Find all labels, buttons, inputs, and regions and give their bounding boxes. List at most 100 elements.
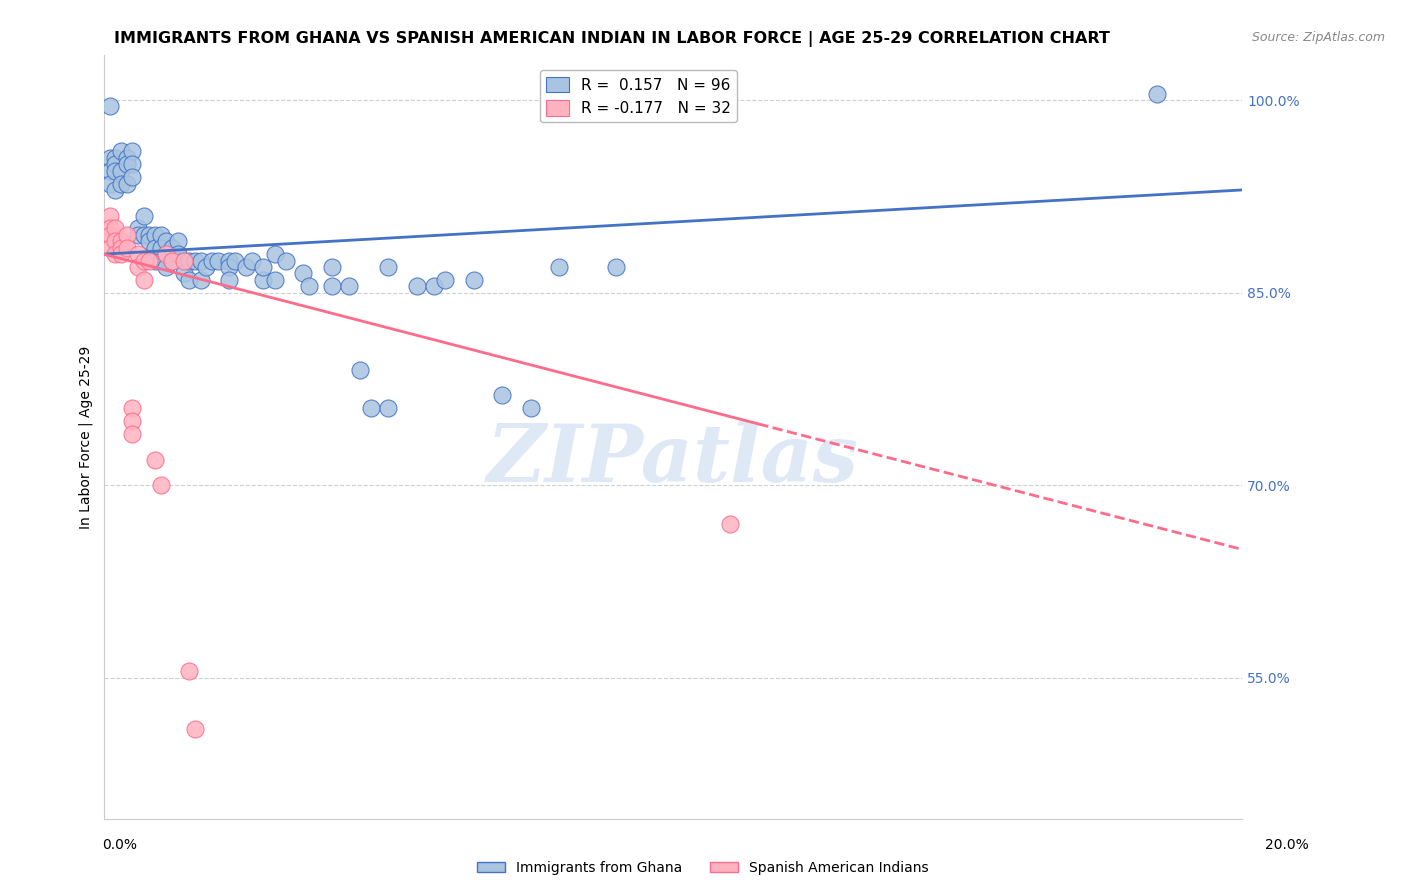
Point bbox=[160, 253, 183, 268]
Point bbox=[434, 273, 457, 287]
Legend: Immigrants from Ghana, Spanish American Indians: Immigrants from Ghana, Spanish American … bbox=[472, 855, 934, 880]
Point bbox=[115, 227, 138, 242]
Point bbox=[143, 241, 166, 255]
Point bbox=[132, 227, 155, 242]
Point bbox=[132, 273, 155, 287]
Point bbox=[1146, 87, 1168, 101]
Point bbox=[149, 253, 172, 268]
Point bbox=[115, 177, 138, 191]
Point bbox=[274, 253, 297, 268]
Point bbox=[179, 665, 201, 679]
Point bbox=[98, 241, 121, 255]
Point bbox=[98, 99, 121, 113]
Point bbox=[377, 260, 399, 274]
Point bbox=[115, 241, 138, 255]
Point bbox=[115, 151, 138, 165]
Text: Source: ZipAtlas.com: Source: ZipAtlas.com bbox=[1251, 31, 1385, 45]
Point bbox=[121, 414, 143, 428]
Point bbox=[235, 260, 257, 274]
Point bbox=[149, 227, 172, 242]
Point bbox=[121, 170, 143, 185]
Point bbox=[127, 247, 149, 261]
Point bbox=[132, 209, 155, 223]
Point bbox=[173, 266, 195, 280]
Point bbox=[132, 253, 155, 268]
Point bbox=[252, 273, 274, 287]
Point bbox=[138, 235, 160, 249]
Point bbox=[110, 247, 132, 261]
Point bbox=[179, 273, 201, 287]
Point bbox=[263, 273, 285, 287]
Point bbox=[104, 235, 127, 249]
Point bbox=[349, 362, 371, 376]
Point bbox=[104, 157, 127, 171]
Point bbox=[224, 253, 246, 268]
Point bbox=[155, 247, 177, 261]
Text: 0.0%: 0.0% bbox=[103, 838, 136, 852]
Point bbox=[110, 145, 132, 159]
Point bbox=[240, 253, 263, 268]
Point bbox=[149, 241, 172, 255]
Text: 20.0%: 20.0% bbox=[1264, 838, 1309, 852]
Point bbox=[218, 253, 240, 268]
Point bbox=[292, 266, 315, 280]
Point bbox=[121, 157, 143, 171]
Point bbox=[463, 273, 485, 287]
Point bbox=[406, 279, 429, 293]
Point bbox=[548, 260, 571, 274]
Point bbox=[184, 722, 207, 736]
Point bbox=[98, 227, 121, 242]
Point bbox=[104, 183, 127, 197]
Point bbox=[138, 227, 160, 242]
Text: ZIPatlas: ZIPatlas bbox=[486, 421, 859, 499]
Point bbox=[491, 388, 513, 402]
Point bbox=[110, 163, 132, 178]
Point bbox=[98, 177, 121, 191]
Point bbox=[155, 260, 177, 274]
Point bbox=[360, 401, 382, 416]
Point bbox=[98, 209, 121, 223]
Point bbox=[155, 247, 177, 261]
Point bbox=[155, 235, 177, 249]
Point bbox=[127, 260, 149, 274]
Point bbox=[167, 235, 190, 249]
Y-axis label: In Labor Force | Age 25-29: In Labor Force | Age 25-29 bbox=[79, 345, 93, 529]
Point bbox=[252, 260, 274, 274]
Point bbox=[110, 177, 132, 191]
Point bbox=[115, 157, 138, 171]
Point bbox=[321, 279, 343, 293]
Point bbox=[377, 401, 399, 416]
Point bbox=[110, 235, 132, 249]
Point bbox=[98, 163, 121, 178]
Point bbox=[104, 151, 127, 165]
Point bbox=[143, 227, 166, 242]
Point bbox=[201, 253, 224, 268]
Point bbox=[298, 279, 321, 293]
Point bbox=[138, 253, 160, 268]
Point bbox=[321, 260, 343, 274]
Point bbox=[190, 253, 212, 268]
Point bbox=[160, 253, 183, 268]
Point bbox=[184, 253, 207, 268]
Point bbox=[173, 253, 195, 268]
Point bbox=[173, 253, 195, 268]
Point bbox=[337, 279, 360, 293]
Point bbox=[519, 401, 541, 416]
Point bbox=[149, 478, 172, 492]
Text: IMMIGRANTS FROM GHANA VS SPANISH AMERICAN INDIAN IN LABOR FORCE | AGE 25-29 CORR: IMMIGRANTS FROM GHANA VS SPANISH AMERICA… bbox=[114, 31, 1109, 47]
Point bbox=[218, 273, 240, 287]
Point bbox=[110, 241, 132, 255]
Point bbox=[121, 426, 143, 441]
Point bbox=[218, 260, 240, 274]
Legend: R =  0.157   N = 96, R = -0.177   N = 32: R = 0.157 N = 96, R = -0.177 N = 32 bbox=[540, 70, 738, 122]
Point bbox=[127, 221, 149, 235]
Point bbox=[423, 279, 446, 293]
Point bbox=[195, 260, 218, 274]
Point bbox=[167, 247, 190, 261]
Point bbox=[127, 227, 149, 242]
Point bbox=[179, 253, 201, 268]
Point bbox=[207, 253, 229, 268]
Point bbox=[121, 145, 143, 159]
Point bbox=[98, 151, 121, 165]
Point bbox=[605, 260, 627, 274]
